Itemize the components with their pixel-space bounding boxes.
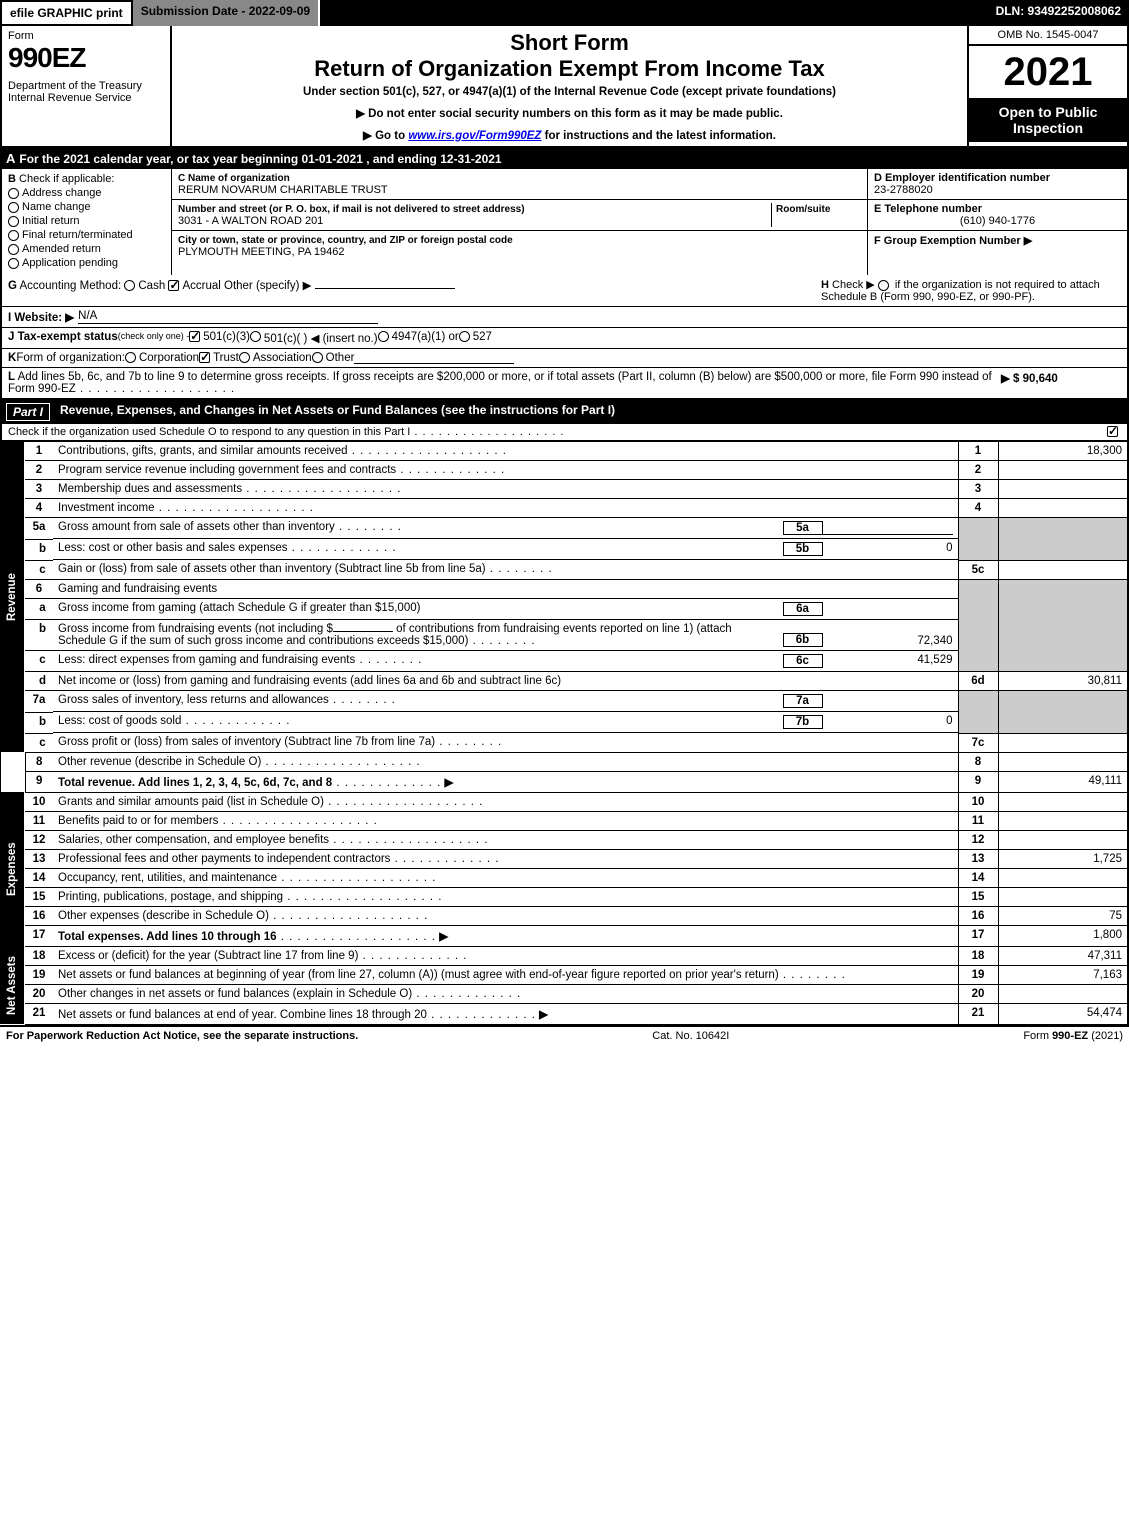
form-number: 990EZ: [8, 42, 164, 74]
part1-sub: Check if the organization used Schedule …: [0, 424, 1129, 442]
lines-table: Revenue 1Contributions, gifts, grants, a…: [0, 442, 1129, 1025]
line6c-val: 41,529: [823, 654, 953, 668]
line9-val: 49,111: [998, 771, 1128, 792]
line6b-val: 72,340: [823, 635, 953, 647]
g-accrual[interactable]: [168, 280, 179, 291]
row-g: G Accounting Method: Cash Accrual Other …: [8, 278, 455, 303]
line5b-val: 0: [823, 542, 953, 556]
part1-check[interactable]: [1107, 426, 1118, 437]
b-opt-name[interactable]: Name change: [8, 201, 165, 213]
form-word: Form: [8, 30, 164, 42]
j-527[interactable]: [459, 331, 470, 342]
k-assoc[interactable]: [239, 352, 250, 363]
row-a: AFor the 2021 calendar year, or tax year…: [0, 148, 1129, 169]
expenses-sidebar: Expenses: [1, 792, 25, 946]
row-i: I Website: ▶N/A: [0, 307, 1129, 328]
line6d-val: 30,811: [998, 672, 1128, 691]
footer-mid: Cat. No. 10642I: [652, 1030, 729, 1042]
header-center: Short Form Return of Organization Exempt…: [172, 26, 967, 146]
revenue-sidebar: Revenue: [1, 442, 25, 752]
org-city: PLYMOUTH MEETING, PA 19462: [178, 246, 344, 258]
line16-val: 75: [998, 906, 1128, 925]
b-opt-initial[interactable]: Initial return: [8, 215, 165, 227]
header-left: Form 990EZ Department of the Treasury In…: [2, 26, 172, 146]
g-cash[interactable]: [124, 280, 135, 291]
b-opt-amended[interactable]: Amended return: [8, 243, 165, 255]
k-corp[interactable]: [125, 352, 136, 363]
box-c: C Name of organization RERUM NOVARUM CHA…: [172, 169, 867, 275]
part1-label: Part I: [6, 403, 50, 421]
org-name-row: C Name of organization RERUM NOVARUM CHA…: [172, 169, 867, 200]
form-title: Return of Organization Exempt From Incom…: [182, 56, 957, 82]
box-def: D Employer identification number 23-2788…: [867, 169, 1127, 275]
irs-label: Internal Revenue Service: [8, 92, 164, 104]
note2-pre: ▶ Go to: [363, 130, 408, 142]
city-row: City or town, state or province, country…: [172, 231, 867, 261]
org-address: 3031 - A WALTON ROAD 201: [178, 215, 323, 227]
top-bar: efile GRAPHIC print Submission Date - 20…: [0, 0, 1129, 26]
b-opt-address[interactable]: Address change: [8, 187, 165, 199]
b-opt-final[interactable]: Final return/terminated: [8, 229, 165, 241]
org-name: RERUM NOVARUM CHARITABLE TRUST: [178, 184, 388, 196]
k-other[interactable]: [312, 352, 323, 363]
part1-title: Revenue, Expenses, and Changes in Net As…: [60, 403, 615, 421]
note-ssn: ▶ Do not enter social security numbers o…: [182, 106, 957, 120]
k-trust[interactable]: [199, 352, 210, 363]
note-link: ▶ Go to www.irs.gov/Form990EZ for instru…: [182, 128, 957, 142]
j-501c3[interactable]: [189, 331, 200, 342]
row-a-text: For the 2021 calendar year, or tax year …: [19, 152, 501, 166]
line7b-val: 0: [823, 715, 953, 729]
netassets-sidebar: Net Assets: [1, 946, 25, 1024]
line1-val: 18,300: [998, 442, 1128, 461]
h-check[interactable]: [878, 280, 889, 291]
b-label: Check if applicable:: [19, 173, 114, 185]
form-subtitle: Under section 501(c), 527, or 4947(a)(1)…: [182, 86, 957, 98]
b-opt-pending[interactable]: Application pending: [8, 257, 165, 269]
row-k: K Form of organization: Corporation Trus…: [0, 349, 1129, 368]
line21-val: 54,474: [998, 1003, 1128, 1024]
submission-date: Submission Date - 2022-09-09: [133, 0, 320, 26]
row-h: H Check ▶ if the organization is not req…: [821, 278, 1121, 303]
row-l: L Add lines 5b, 6c, and 7b to line 9 to …: [0, 368, 1129, 400]
line19-val: 7,163: [998, 965, 1128, 984]
ein-value: 23-2788020: [874, 184, 933, 196]
row-gh: G Accounting Method: Cash Accrual Other …: [0, 275, 1129, 307]
efile-label: efile GRAPHIC print: [0, 0, 133, 26]
open-public: Open to Public Inspection: [969, 98, 1127, 142]
dept-label: Department of the Treasury: [8, 80, 164, 92]
short-form-title: Short Form: [182, 30, 957, 56]
line13-val: 1,725: [998, 849, 1128, 868]
tax-year: 2021: [969, 46, 1127, 98]
phone-cell: E Telephone number (610) 940-1776: [868, 200, 1127, 231]
footer: For Paperwork Reduction Act Notice, see …: [0, 1025, 1129, 1045]
header-right: OMB No. 1545-0047 2021 Open to Public In…: [967, 26, 1127, 146]
box-b: B Check if applicable: Address change Na…: [2, 169, 172, 275]
footer-right: Form 990-EZ (2021): [1023, 1030, 1123, 1042]
dln-label: DLN: 93492252008062: [988, 0, 1129, 26]
j-501c[interactable]: [250, 331, 261, 342]
row-j: J Tax-exempt status (check only one) - 5…: [0, 328, 1129, 349]
line18-val: 47,311: [998, 946, 1128, 965]
part1-header: Part I Revenue, Expenses, and Changes in…: [0, 400, 1129, 424]
l-amount: ▶ $ 90,640: [1001, 371, 1121, 395]
addr-row: Number and street (or P. O. box, if mail…: [172, 200, 867, 231]
phone-value: (610) 940-1776: [874, 215, 1121, 227]
line17-val: 1,800: [998, 925, 1128, 946]
ein-cell: D Employer identification number 23-2788…: [868, 169, 1127, 200]
irs-link[interactable]: www.irs.gov/Form990EZ: [408, 130, 541, 142]
info-grid: B Check if applicable: Address change Na…: [0, 169, 1129, 275]
note2-post: for instructions and the latest informat…: [541, 130, 776, 142]
form-header: Form 990EZ Department of the Treasury In…: [0, 26, 1129, 148]
footer-left: For Paperwork Reduction Act Notice, see …: [6, 1030, 358, 1042]
website-value: N/A: [78, 310, 378, 324]
omb-number: OMB No. 1545-0047: [969, 26, 1127, 46]
j-4947[interactable]: [378, 331, 389, 342]
group-exempt-cell: F Group Exemption Number ▶: [868, 231, 1127, 250]
